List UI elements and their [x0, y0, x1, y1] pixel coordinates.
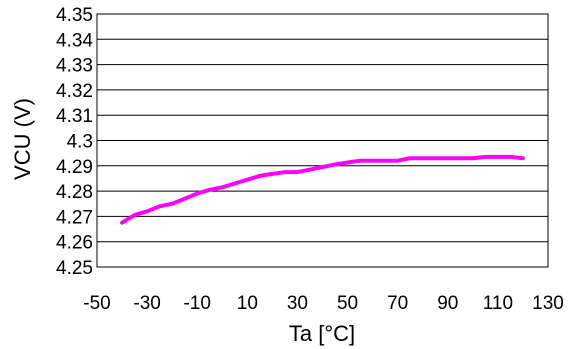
y-tick-label: 4.28: [56, 182, 93, 203]
x-tick-label: -10: [183, 293, 210, 314]
y-tick-label: 4.33: [56, 56, 93, 77]
x-tick-label: -50: [83, 293, 110, 314]
y-tick-label: 4.26: [56, 233, 93, 254]
gridlines: [97, 13, 548, 268]
x-axis-title: Ta [°C]: [289, 321, 355, 346]
x-tick-label: 30: [287, 293, 308, 314]
x-tick-label: 130: [532, 293, 564, 314]
y-tick-label: 4.29: [56, 157, 93, 178]
y-tick-label: 4.31: [56, 106, 93, 127]
x-tick-label: 90: [437, 293, 458, 314]
y-tick-label: 4.34: [56, 30, 93, 51]
plot-area: [96, 13, 549, 268]
x-tick-label: -30: [133, 293, 160, 314]
y-axis-tick-labels: 4.35 4.34 4.33 4.32 4.31 4.3 4.29 4.28 4.27 4.26 4…: [56, 5, 93, 279]
x-tick-label: 50: [337, 293, 358, 314]
series-line: [120, 154, 525, 225]
y-tick-label: 4.27: [56, 207, 93, 228]
y-tick-label: 4.3: [67, 132, 93, 153]
y-tick-label: 4.35: [56, 5, 93, 26]
y-tick-label: 4.25: [56, 258, 93, 279]
x-tick-label: 70: [387, 293, 408, 314]
series-layer: [120, 154, 525, 225]
y-axis-title: VCU (V): [10, 98, 35, 180]
x-tick-label: 10: [237, 293, 258, 314]
x-axis-tick-labels: -50 -30 -10 10 30 50 70 90 110 130: [83, 293, 564, 314]
x-tick-label: 110: [483, 293, 513, 314]
y-tick-label: 4.32: [56, 81, 93, 102]
